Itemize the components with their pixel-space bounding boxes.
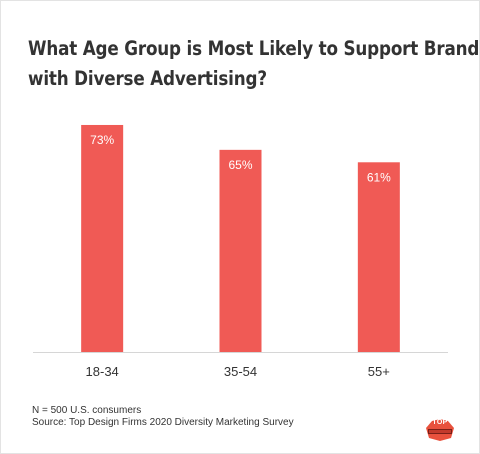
tick-label-18-34: 18-34 — [86, 364, 119, 379]
tick-label-35-54: 35-54 — [224, 364, 257, 379]
data-label-55+: 61% — [367, 170, 391, 184]
footnote: N = 500 U.S. consumers Source: Top Desig… — [32, 405, 294, 429]
bar-18-34 — [81, 124, 124, 352]
logo-text: TOP — [432, 419, 448, 426]
chart-title: What Age Group is Most Likely to Support… — [28, 34, 480, 94]
bar-55+ — [357, 162, 400, 352]
tick-label-55+: 55+ — [368, 364, 390, 379]
source-note: Source: Top Design Firms 2020 Diversity … — [32, 417, 294, 428]
sample-note: N = 500 U.S. consumers — [32, 405, 142, 416]
bars-group — [81, 124, 400, 352]
chart-title-line-2: with Diverse Advertising? — [28, 67, 267, 90]
bar-35-54 — [219, 149, 262, 352]
logo-shape — [426, 419, 454, 441]
top-design-firms-logo-icon: TOP — [424, 418, 456, 442]
labels-group: 73% 18-34 65% 35-54 61% 55+ — [86, 133, 392, 379]
data-label-18-34: 73% — [90, 133, 114, 147]
data-label-35-54: 65% — [228, 158, 252, 172]
chart-title-line-1: What Age Group is Most Likely to Support… — [28, 37, 480, 60]
